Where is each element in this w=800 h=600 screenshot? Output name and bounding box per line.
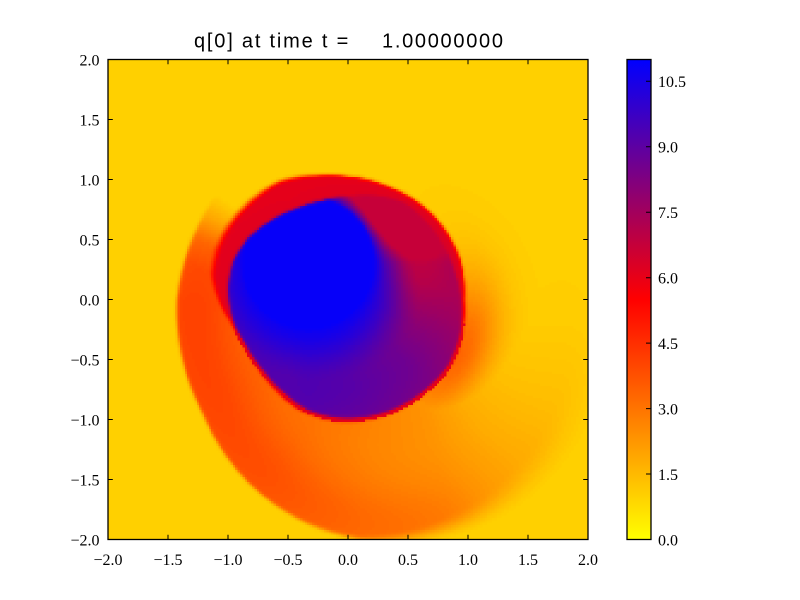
svg-text:1.0: 1.0 <box>458 552 478 569</box>
svg-text:1.5: 1.5 <box>658 467 678 484</box>
svg-text:0.0: 0.0 <box>80 293 100 310</box>
svg-text:1.5: 1.5 <box>518 552 538 569</box>
svg-text:−0.5: −0.5 <box>70 353 99 370</box>
svg-text:−2.0: −2.0 <box>70 533 99 550</box>
svg-text:10.5: 10.5 <box>658 74 686 91</box>
svg-text:6.0: 6.0 <box>658 271 678 288</box>
svg-text:1.0: 1.0 <box>80 173 100 190</box>
svg-text:9.0: 9.0 <box>658 140 678 157</box>
svg-text:4.5: 4.5 <box>658 336 678 353</box>
svg-text:0.5: 0.5 <box>398 552 418 569</box>
svg-text:−1.0: −1.0 <box>70 413 99 430</box>
svg-text:0.0: 0.0 <box>338 552 358 569</box>
svg-text:7.5: 7.5 <box>658 205 678 222</box>
svg-text:0.0: 0.0 <box>658 532 678 549</box>
svg-text:2.0: 2.0 <box>578 552 598 569</box>
svg-text:2.0: 2.0 <box>80 53 100 70</box>
svg-text:q[0] at time t =1.00000000: q[0] at time t = 1.00000000 <box>194 31 505 53</box>
svg-text:−2.0: −2.0 <box>93 552 122 569</box>
svg-text:0.5: 0.5 <box>80 233 100 250</box>
svg-text:−0.5: −0.5 <box>273 552 302 569</box>
svg-text:−1.5: −1.5 <box>153 552 182 569</box>
svg-text:3.0: 3.0 <box>658 402 678 419</box>
svg-text:1.5: 1.5 <box>80 113 100 130</box>
svg-text:−1.5: −1.5 <box>70 473 99 490</box>
svg-text:−1.0: −1.0 <box>213 552 242 569</box>
